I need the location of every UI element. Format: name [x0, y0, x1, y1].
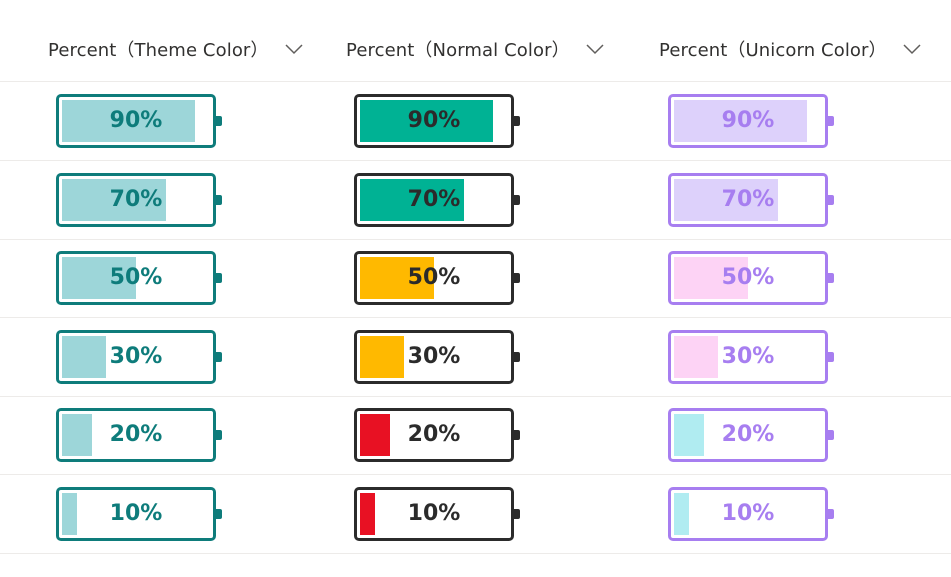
battery-unicorn-50: 50% — [668, 251, 834, 305]
battery-theme-50: 50% — [56, 251, 222, 305]
battery-level-fill — [674, 179, 778, 221]
battery-percent-label: 90% — [721, 108, 775, 133]
battery-level-fill — [360, 100, 493, 142]
battery-percent-label: 30% — [721, 344, 775, 369]
battery-terminal-icon — [514, 352, 520, 362]
battery-terminal-icon — [828, 509, 834, 519]
battery-percent-label: 70% — [109, 187, 163, 212]
battery-theme-10: 10% — [56, 487, 222, 541]
battery-percent-label: 50% — [407, 265, 461, 290]
battery-percent-label: 30% — [407, 344, 461, 369]
battery-unicorn-90: 90% — [668, 94, 834, 148]
battery-terminal-icon — [216, 509, 222, 519]
battery-percent-label: 50% — [109, 265, 163, 290]
battery-normal-50: 50% — [354, 251, 520, 305]
chevron-down-icon[interactable] — [584, 41, 606, 57]
battery-terminal-icon — [216, 430, 222, 440]
battery-terminal-icon — [828, 352, 834, 362]
battery-terminal-icon — [514, 430, 520, 440]
battery-percent-label: 50% — [721, 265, 775, 290]
battery-terminal-icon — [216, 195, 222, 205]
battery-percent-label: 10% — [721, 501, 775, 526]
column-header-row: Percent（Theme Color） Percent（Normal Colo… — [0, 0, 951, 82]
battery-percent-label: 20% — [407, 422, 461, 447]
battery-percent-label: 20% — [109, 422, 163, 447]
battery-terminal-icon — [514, 273, 520, 283]
battery-theme-30: 30% — [56, 330, 222, 384]
battery-unicorn-10: 10% — [668, 487, 834, 541]
battery-level-fill — [674, 257, 748, 299]
battery-level-fill — [62, 100, 195, 142]
battery-terminal-icon — [828, 273, 834, 283]
battery-terminal-icon — [514, 116, 520, 126]
row-divider — [0, 160, 951, 161]
battery-normal-30: 30% — [354, 330, 520, 384]
battery-unicorn-30: 30% — [668, 330, 834, 384]
column-header-theme-color[interactable]: Percent（Theme Color） — [48, 36, 305, 62]
row-divider — [0, 553, 951, 554]
battery-level-fill — [62, 179, 166, 221]
battery-level-fill — [62, 414, 92, 456]
battery-level-fill — [360, 336, 404, 378]
battery-level-fill — [674, 100, 807, 142]
chevron-down-icon[interactable] — [283, 41, 305, 57]
battery-percent-label: 10% — [109, 501, 163, 526]
column-header-unicorn-color[interactable]: Percent（Unicorn Color） — [659, 36, 923, 62]
battery-level-fill — [62, 336, 106, 378]
battery-level-fill — [674, 414, 704, 456]
battery-normal-20: 20% — [354, 408, 520, 462]
battery-level-fill — [360, 414, 390, 456]
battery-level-fill — [62, 493, 77, 535]
battery-level-fill — [360, 179, 464, 221]
battery-terminal-icon — [514, 195, 520, 205]
battery-terminal-icon — [216, 273, 222, 283]
battery-level-fill — [674, 336, 718, 378]
battery-level-fill — [360, 257, 434, 299]
battery-theme-90: 90% — [56, 94, 222, 148]
battery-terminal-icon — [216, 116, 222, 126]
battery-percent-label: 30% — [109, 344, 163, 369]
column-header-label: Percent（Normal Color） — [346, 40, 570, 61]
column-header-label: Percent（Unicorn Color） — [659, 40, 887, 61]
chevron-down-icon[interactable] — [901, 41, 923, 57]
battery-level-fill — [674, 493, 689, 535]
battery-level-fill — [62, 257, 136, 299]
row-divider — [0, 317, 951, 318]
battery-terminal-icon — [216, 352, 222, 362]
column-header-normal-color[interactable]: Percent（Normal Color） — [346, 36, 606, 62]
row-divider — [0, 474, 951, 475]
battery-terminal-icon — [828, 195, 834, 205]
row-divider — [0, 239, 951, 240]
battery-percent-label: 20% — [721, 422, 775, 447]
battery-level-fill — [360, 493, 375, 535]
battery-terminal-icon — [514, 509, 520, 519]
column-header-label: Percent（Theme Color） — [48, 40, 269, 61]
battery-unicorn-70: 70% — [668, 173, 834, 227]
row-divider — [0, 396, 951, 397]
battery-percent-label: 70% — [721, 187, 775, 212]
battery-percent-label: 90% — [109, 108, 163, 133]
battery-normal-10: 10% — [354, 487, 520, 541]
battery-terminal-icon — [828, 430, 834, 440]
battery-unicorn-20: 20% — [668, 408, 834, 462]
battery-normal-90: 90% — [354, 94, 520, 148]
battery-theme-20: 20% — [56, 408, 222, 462]
battery-percent-label: 10% — [407, 501, 461, 526]
battery-theme-70: 70% — [56, 173, 222, 227]
battery-terminal-icon — [828, 116, 834, 126]
battery-percent-label: 90% — [407, 108, 461, 133]
battery-normal-70: 70% — [354, 173, 520, 227]
battery-percent-label: 70% — [407, 187, 461, 212]
